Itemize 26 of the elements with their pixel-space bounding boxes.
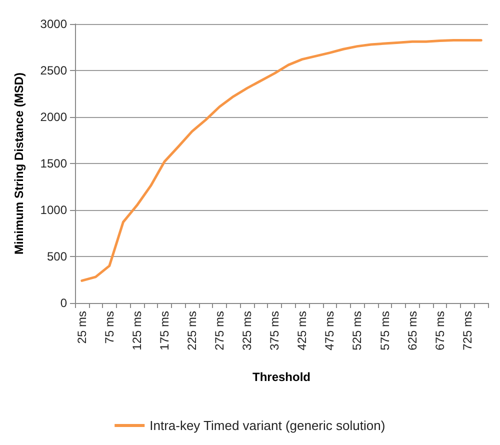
- x-tick-label: 325 ms: [240, 311, 254, 350]
- x-tick-label: 275 ms: [212, 311, 227, 350]
- x-tick-label: 175 ms: [157, 311, 172, 350]
- x-tick-label: 225 ms: [185, 311, 200, 350]
- x-tick-label: 525 ms: [350, 311, 364, 350]
- x-tick-label: 625 ms: [405, 311, 420, 350]
- y-tick-label: 1000: [40, 203, 68, 217]
- x-tick-label: 125 ms: [130, 311, 144, 350]
- x-tick-label: 25 ms: [74, 311, 89, 344]
- x-tick-label: 425 ms: [295, 311, 310, 350]
- line-series: [80, 39, 482, 282]
- x-tick-label: 725 ms: [460, 311, 474, 350]
- y-tick-label: 3000: [40, 17, 68, 31]
- x-tick-label: 75 ms: [102, 311, 116, 344]
- y-axis-title: Minimum String Distance (MSD): [12, 72, 26, 255]
- x-tick-label: 375 ms: [268, 311, 282, 350]
- x-tick-label: 475 ms: [322, 311, 337, 350]
- y-tick-label: 1500: [40, 156, 68, 170]
- x-tick-label: 575 ms: [378, 311, 392, 350]
- y-tick-label: 2500: [40, 64, 68, 78]
- y-tick-label: 0: [60, 296, 68, 310]
- x-tick-label: 675 ms: [432, 311, 447, 350]
- y-tick-label: 500: [46, 250, 68, 264]
- legend-label: Intra-key Timed variant (generic solution): [150, 418, 386, 433]
- x-axis-title: Threshold: [252, 370, 311, 384]
- y-tick-label: 2000: [40, 110, 68, 124]
